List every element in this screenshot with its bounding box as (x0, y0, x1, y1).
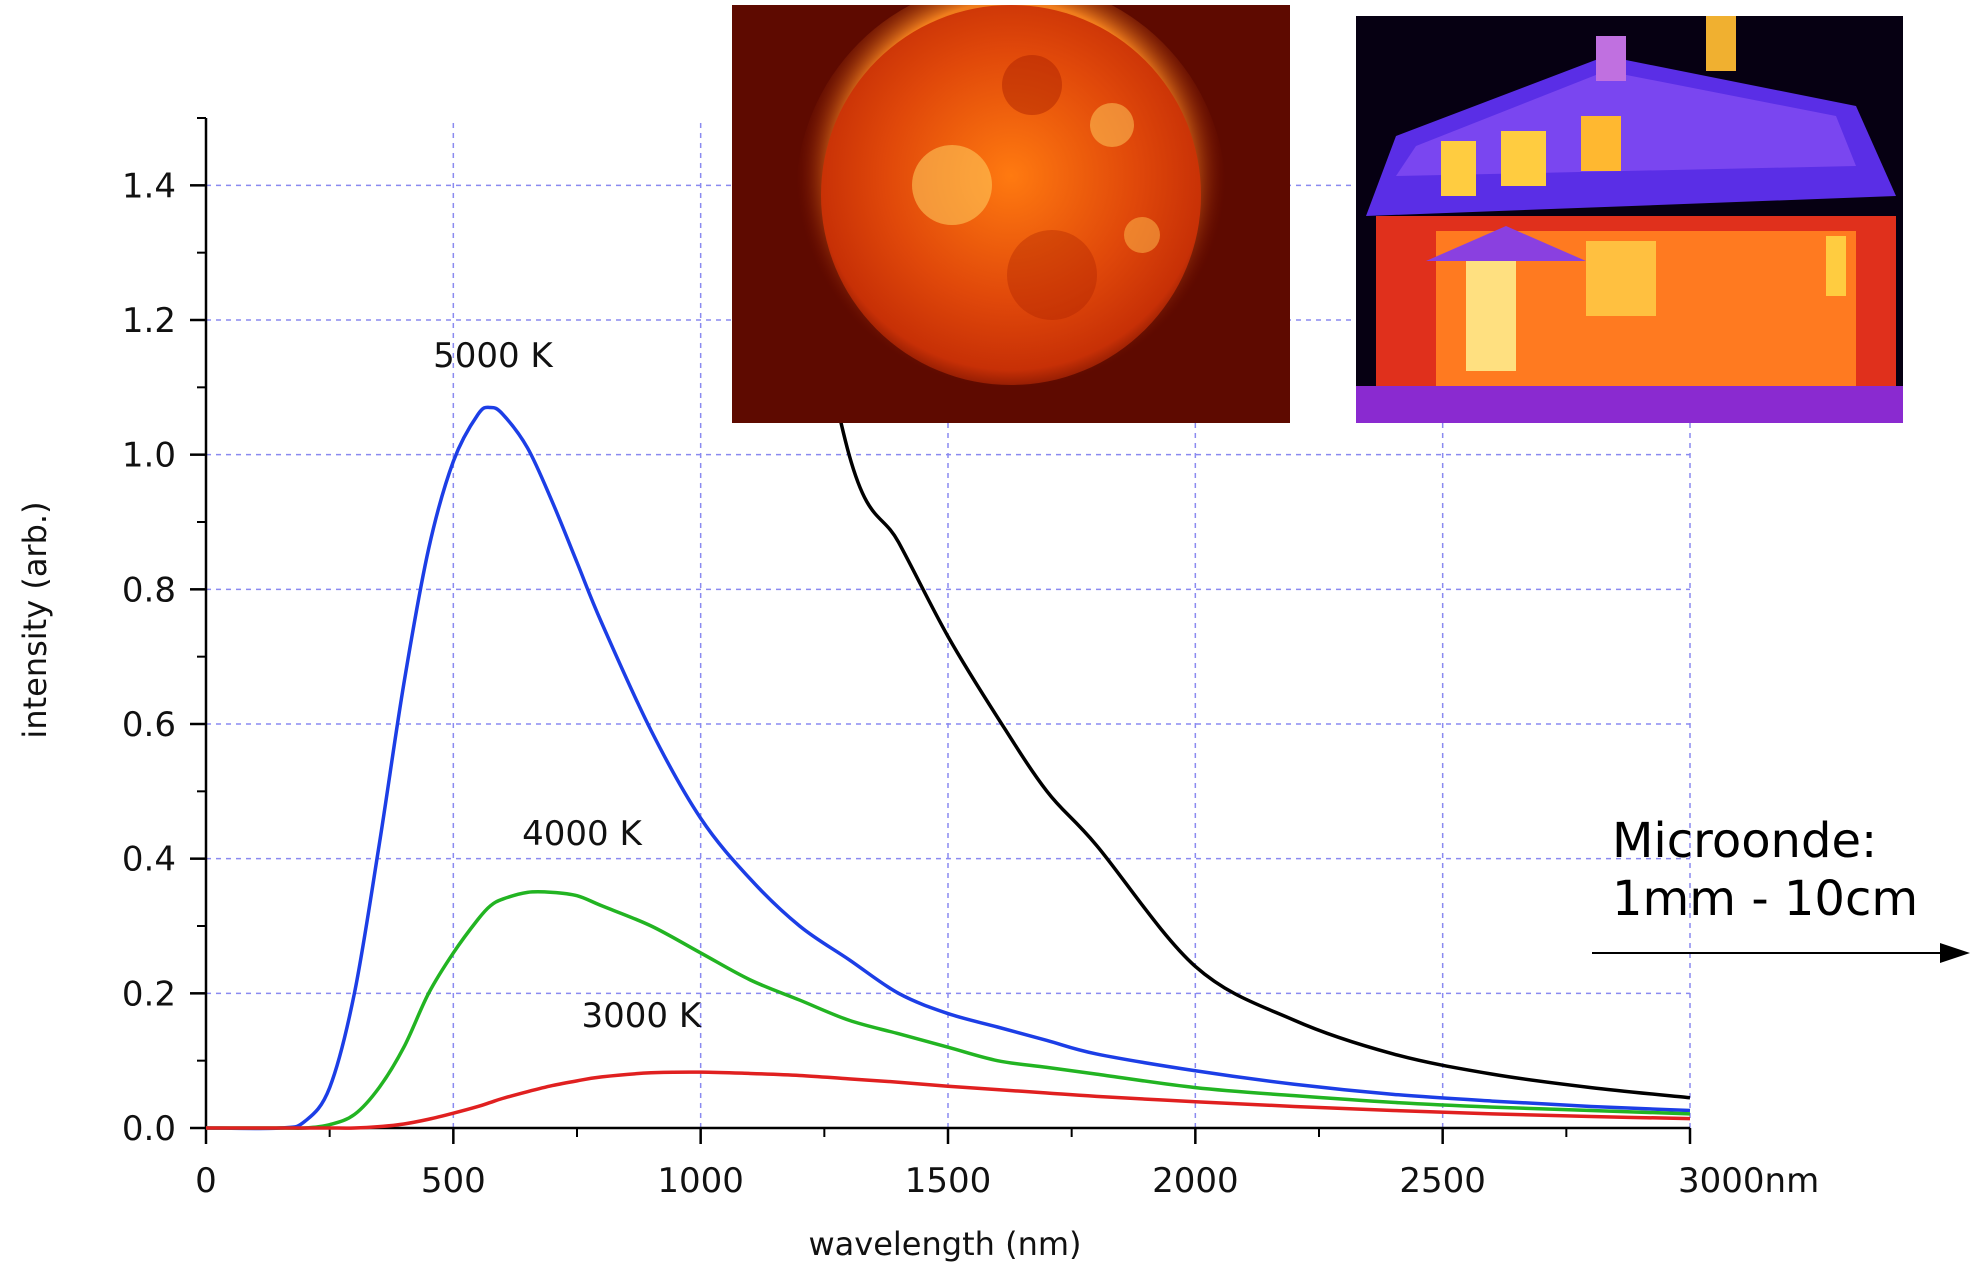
curve-5000k (205, 405, 1691, 1131)
x-tick-label: 1000 (657, 1161, 744, 1201)
x-tick-label: 0 (195, 1161, 217, 1201)
labels: 0 500 1000 1500 2000 2500 3000nm 0.0 0.2 0.4 0.6 0.… (122, 166, 1819, 1201)
x-tick-label: 3000nm (1678, 1161, 1819, 1201)
curve-4000k (205, 889, 1691, 1130)
curve-3000k (205, 1070, 1691, 1130)
sun-thermal-photo (732, 5, 1290, 423)
y-tick-label: 0.8 (122, 570, 176, 610)
x-tick-label: 2000 (1152, 1161, 1239, 1201)
label-5000k: 5000 K (433, 336, 554, 376)
microwave-note: Microonde: 1mm - 10cm (1612, 812, 1918, 928)
y-tick-label: 0.2 (122, 974, 176, 1014)
curves (205, 117, 1691, 1131)
curve-black (778, 117, 1691, 1100)
microwave-note-line-1: Microonde: (1612, 813, 1878, 869)
y-tick-label: 0.6 (122, 705, 176, 745)
axes (190, 117, 1692, 1144)
x-tick-label: 500 (421, 1161, 486, 1201)
y-tick-label: 0.4 (122, 840, 176, 880)
microwave-note-line-2: 1mm - 10cm (1612, 871, 1919, 927)
y-axis-label: intensity (arb.) (16, 501, 54, 738)
microwave-arrow-head (1940, 943, 1970, 963)
label-4000k: 4000 K (522, 814, 643, 854)
x-axis-label: wavelength (nm) (809, 1225, 1082, 1263)
y-tick-label: 0.0 (122, 1109, 176, 1149)
x-tick-label: 2500 (1399, 1161, 1486, 1201)
house-infrared-photo (1356, 16, 1903, 423)
y-tick-label: 1.0 (122, 436, 176, 476)
label-3000k: 3000 K (581, 996, 702, 1036)
y-tick-label: 1.2 (122, 301, 176, 341)
x-tick-label: 1500 (905, 1161, 992, 1201)
y-tick-label: 1.4 (122, 166, 176, 206)
